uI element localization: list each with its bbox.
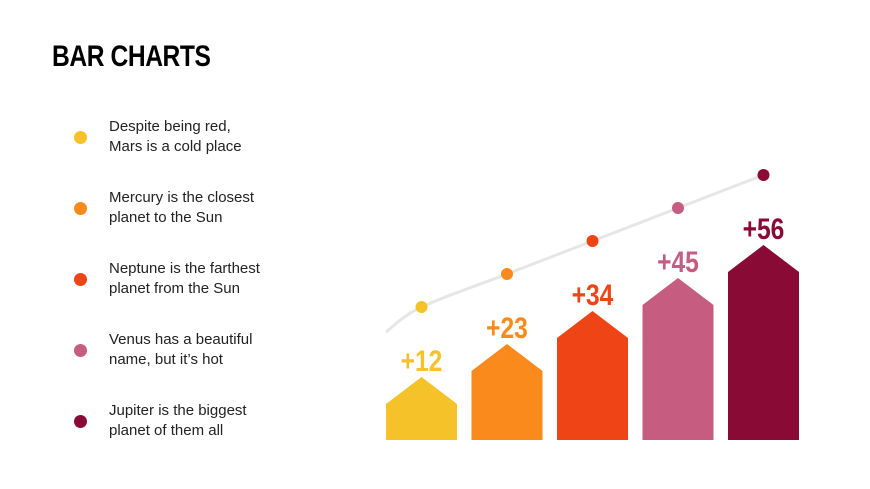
legend-dot-icon xyxy=(74,131,87,144)
legend-dot-icon xyxy=(74,344,87,357)
trend-point xyxy=(415,301,428,313)
data-label: +12 xyxy=(401,344,443,378)
data-label: +56 xyxy=(743,212,785,246)
page-title: BAR CHARTS xyxy=(52,40,211,73)
bar xyxy=(386,377,457,440)
legend-dot-icon xyxy=(74,202,87,215)
legend-item: Venus has a beautiful name, but it’s hot xyxy=(72,330,332,401)
legend-text: Mercury is the closest planet to the Sun xyxy=(109,189,255,226)
trend-point xyxy=(501,268,513,280)
data-label: +45 xyxy=(657,245,699,279)
bar xyxy=(728,245,799,440)
legend-text: Neptune is the farthest planet from the … xyxy=(109,260,260,297)
legend: Despite being red, Mars is a cold place … xyxy=(72,117,332,472)
data-label: +34 xyxy=(572,278,614,312)
legend-dot-icon xyxy=(74,415,87,428)
legend-item: Despite being red, Mars is a cold place xyxy=(72,117,332,188)
legend-text: Jupiter is the biggest planet of them al… xyxy=(109,402,247,439)
bar xyxy=(642,278,714,440)
trend-point xyxy=(672,202,684,214)
legend-dot-icon xyxy=(74,273,87,286)
legend-item: Jupiter is the biggest planet of them al… xyxy=(72,401,332,472)
bar xyxy=(557,311,628,440)
legend-text: Venus has a beautiful name, but it’s hot xyxy=(109,331,253,368)
bar xyxy=(471,344,543,440)
legend-item: Mercury is the closest planet to the Sun xyxy=(72,188,332,259)
legend-item: Neptune is the farthest planet from the … xyxy=(72,259,332,330)
data-label: +23 xyxy=(486,311,528,345)
trend-point xyxy=(586,235,599,247)
trend-point xyxy=(757,169,770,181)
legend-text: Despite being red, Mars is a cold place xyxy=(109,118,242,155)
